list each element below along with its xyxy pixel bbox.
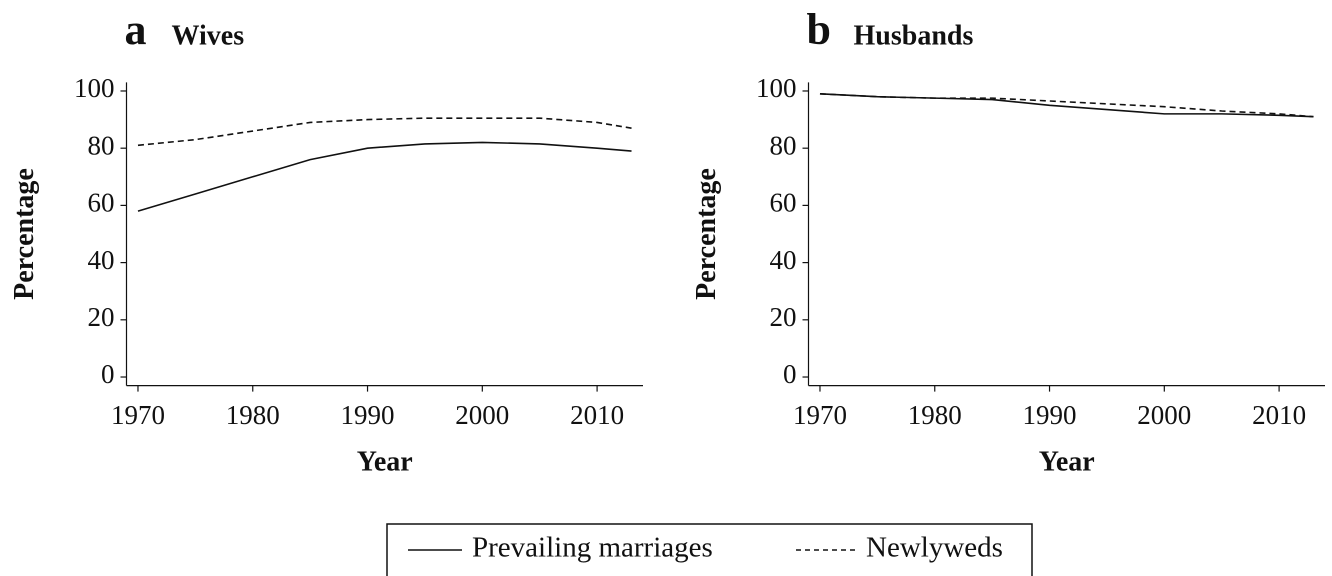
y-tick-label: 60 (770, 188, 797, 218)
y-tick-label: 0 (783, 359, 797, 389)
x-tick-label: 1990 (1023, 400, 1077, 430)
x-tick-label: 2010 (1252, 400, 1306, 430)
y-tick-label: 40 (88, 245, 115, 275)
panel-title: Husbands (854, 20, 974, 51)
line-series (137, 117, 632, 147)
x-axis-label: Year (1039, 446, 1095, 477)
legend-label: Newlyweds (866, 532, 1003, 564)
y-axis-label: Percentage (9, 168, 40, 300)
panel-letter: b (807, 5, 831, 54)
y-tick-label: 40 (770, 245, 797, 275)
panel-title: Wives (172, 20, 245, 51)
y-tick-label: 20 (88, 302, 115, 332)
y-tick-label: 0 (101, 359, 115, 389)
line-series (819, 93, 1314, 118)
x-tick-label: 1970 (111, 400, 165, 430)
y-tick-label: 80 (770, 130, 797, 160)
y-tick-label: 20 (770, 302, 797, 332)
x-tick-label: 2000 (1137, 400, 1191, 430)
y-tick-label: 60 (88, 188, 115, 218)
panel-letter: a (125, 5, 147, 54)
x-tick-label: 2010 (570, 400, 624, 430)
x-tick-label: 2000 (455, 400, 509, 430)
x-tick-label: 1970 (793, 400, 847, 430)
line-series (819, 93, 1314, 118)
legend-label: Prevailing marriages (472, 532, 713, 564)
x-tick-label: 1980 (226, 400, 280, 430)
x-tick-label: 1980 (908, 400, 962, 430)
x-tick-label: 1990 (341, 400, 395, 430)
y-axis-label: Percentage (691, 168, 722, 300)
line-series (137, 141, 632, 212)
legend-box (386, 523, 1033, 576)
y-tick-label: 100 (756, 73, 797, 103)
y-tick-label: 100 (74, 73, 115, 103)
y-tick-label: 80 (88, 130, 115, 160)
x-axis-label: Year (357, 446, 413, 477)
